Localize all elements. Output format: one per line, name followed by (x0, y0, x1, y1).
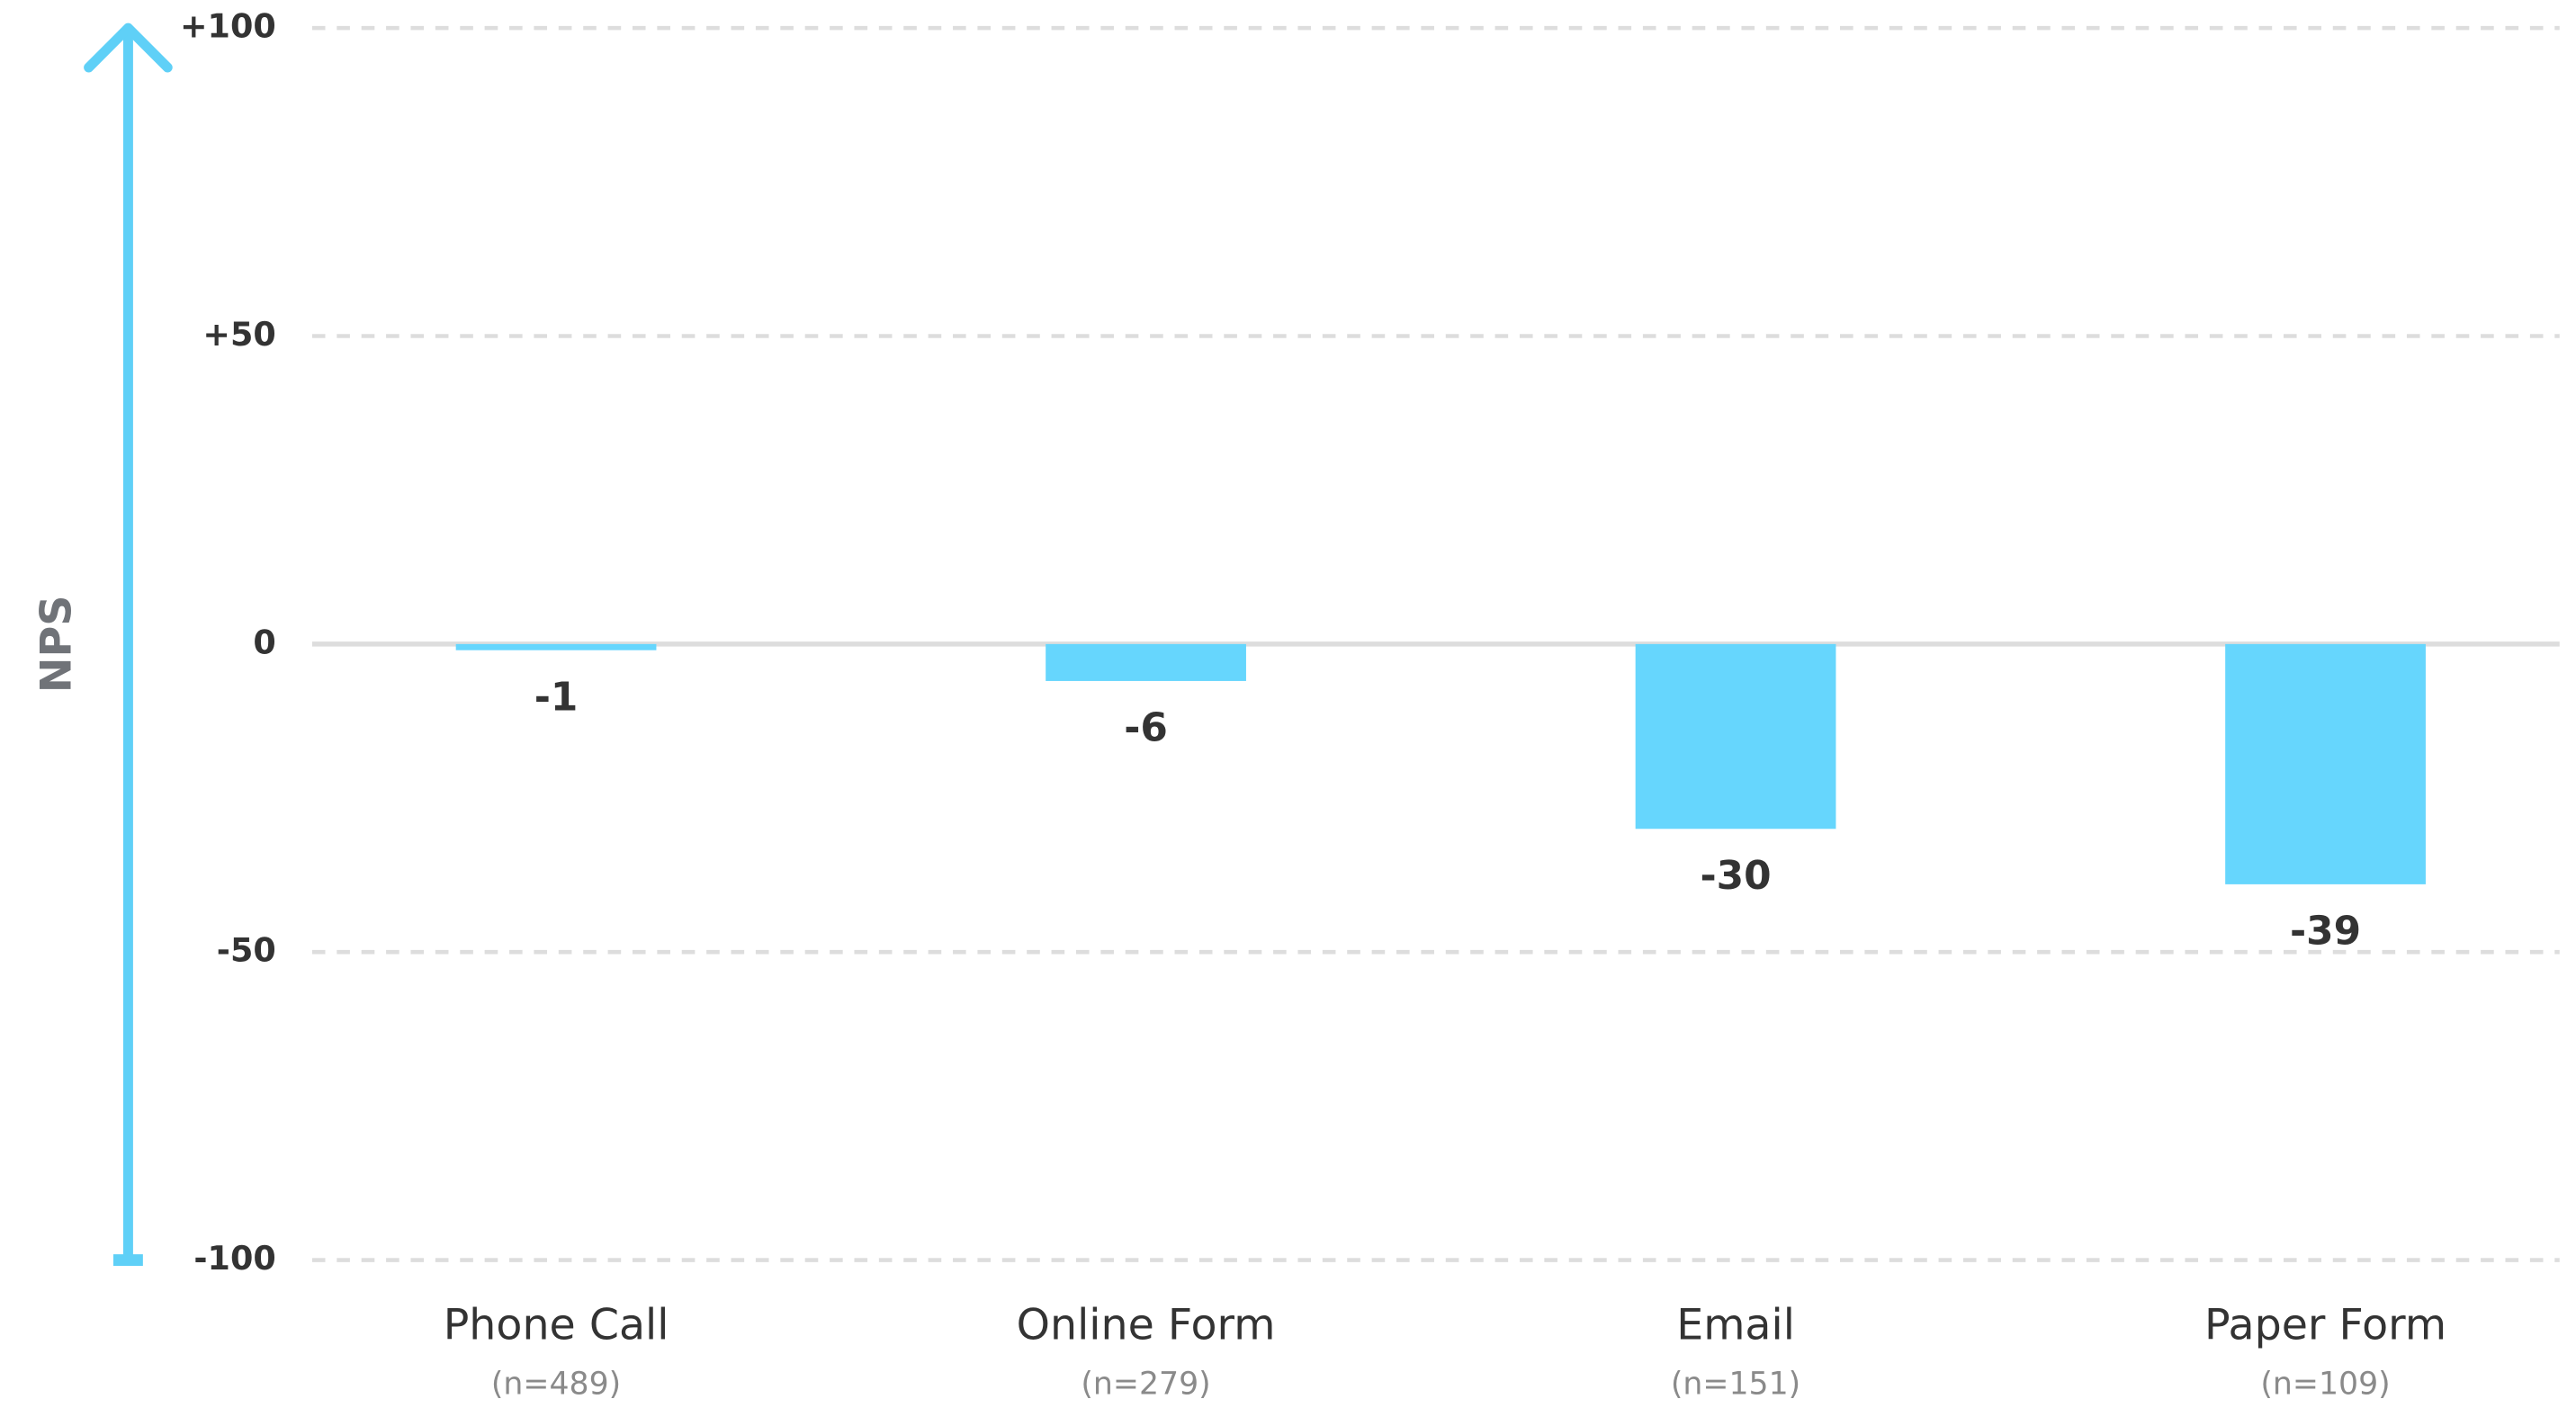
bar (1046, 643, 1246, 681)
y-tick-label: +50 (202, 315, 275, 354)
y-tick-label: -50 (217, 931, 276, 970)
y-tick-label: -100 (193, 1239, 275, 1278)
value-label: -39 (2290, 909, 2361, 955)
y-tick-label: +100 (180, 7, 276, 46)
y-axis-arrowhead (84, 22, 173, 73)
x-tick-sublabel: (n=109) (2260, 1366, 2390, 1402)
x-tick-sublabel: (n=489) (491, 1366, 621, 1402)
x-tick-label: Online Form (1017, 1300, 1276, 1350)
value-label: -30 (1700, 853, 1771, 899)
bar (2225, 643, 2426, 884)
bar (455, 643, 657, 650)
x-tick-label: Phone Call (444, 1300, 669, 1350)
x-tick-sublabel: (n=151) (1671, 1366, 1800, 1402)
y-tick-label: 0 (253, 623, 275, 661)
value-label: -6 (1124, 705, 1168, 751)
bar (1635, 643, 1836, 830)
x-tick-sublabel: (n=279) (1081, 1366, 1210, 1402)
x-tick-label: Email (1676, 1300, 1795, 1350)
x-tick-label: Paper Form (2204, 1300, 2446, 1350)
value-label: -1 (534, 674, 579, 720)
y-axis-label: NPS (32, 595, 82, 693)
